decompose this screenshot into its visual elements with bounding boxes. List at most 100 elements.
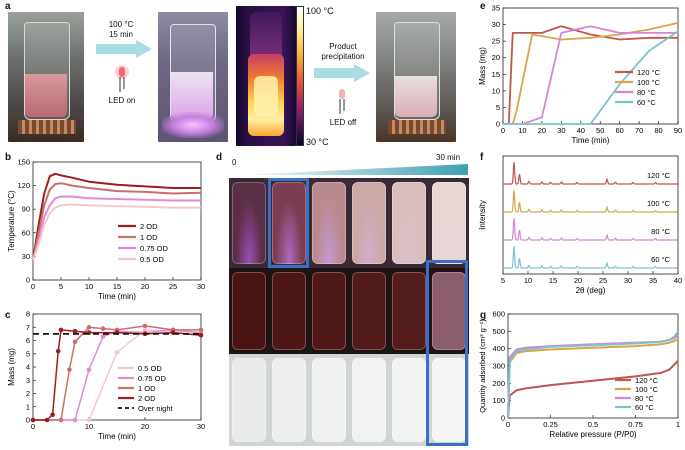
y-tick-label: 6 <box>26 336 30 345</box>
series-line-1-OD <box>33 325 201 421</box>
led-off-icon <box>339 89 345 114</box>
step1-line1: 100 °C <box>108 20 134 29</box>
x-tick-label: 70 <box>635 126 643 135</box>
y-tick-label: 500 <box>492 327 505 336</box>
vial-photo <box>392 272 426 350</box>
time-start-label: 0 <box>232 158 237 167</box>
x-tick-label: 5 <box>501 276 505 285</box>
panel-c-label: c <box>5 310 11 321</box>
x-tick-label: 10 <box>518 126 526 135</box>
x-tick-label: 25 <box>599 276 607 285</box>
legend-entry: 1 OD <box>138 384 156 393</box>
legend-entry: 80 °C <box>635 394 654 403</box>
panel-d-label: d <box>216 152 223 163</box>
x-tick-label: 0.25 <box>543 420 558 429</box>
y-axis-label: Intensity <box>478 200 487 230</box>
vial-photo <box>272 358 306 442</box>
data-point <box>86 417 92 423</box>
series-line-60-°C <box>503 30 679 125</box>
vial-row <box>229 268 469 354</box>
x-axis-label: Time (min) <box>98 292 136 301</box>
legend-entry: 60 °C <box>635 403 654 412</box>
series-line-80-°C <box>503 25 678 125</box>
legend-entry: 100 °C <box>635 385 659 394</box>
highlight-box-bottom <box>426 260 468 446</box>
vial-photo <box>272 272 306 350</box>
vial-photo <box>392 182 426 264</box>
y-tick-label: 100 <box>492 396 505 405</box>
x-tick-label: 20 <box>141 282 149 291</box>
y-tick-label: 0 <box>496 120 500 129</box>
vial-photo <box>232 182 266 264</box>
x-tick-label: 0.5 <box>588 420 598 429</box>
x-axis-label: Time (min) <box>98 432 136 441</box>
y-tick-label: 8 <box>26 310 30 319</box>
legend-entry: 2 OD <box>138 394 156 403</box>
x-tick-label: 30 <box>197 282 205 291</box>
vial-photo <box>352 272 386 350</box>
x-tick-label: 60 <box>615 126 623 135</box>
series-label: 80 °C <box>651 227 670 236</box>
series-line-0.5-OD <box>33 329 202 421</box>
panel-f-label: f <box>480 152 484 163</box>
y-tick-label: 0 <box>26 416 30 425</box>
series-line-2-OD <box>33 329 202 421</box>
x-tick-label: 20 <box>574 276 582 285</box>
x-tick-label: 0.75 <box>628 420 643 429</box>
chart-g-isotherm: 0 0.25 0.5 0.75 1 0 100 200 300 400 500 600 Relative… <box>478 310 680 440</box>
y-tick-label: 90 <box>22 205 30 214</box>
thermal-min-label: 30 °C <box>306 137 329 147</box>
highlight-box-top <box>268 178 309 268</box>
vial-photo <box>312 358 346 442</box>
legend-entry: 80 °C <box>637 88 656 97</box>
x-tick-label: 10 <box>85 422 93 431</box>
chart-c-mass: 0 10 20 30 0 1 2 3 4 5 6 7 8 Time (min) Mass (mg) 0.5 O… <box>7 310 205 442</box>
x-tick-label: 40 <box>577 126 585 135</box>
thermal-image <box>236 6 296 146</box>
time-end-label: 30 min <box>436 153 461 162</box>
data-point <box>72 328 78 334</box>
series-line-0.75-OD <box>32 195 201 261</box>
legend-entry: 0.75 OD <box>138 374 167 383</box>
legend-entry: 0.5 OD <box>138 364 162 373</box>
data-point <box>55 348 61 354</box>
data-point <box>100 326 106 331</box>
data-point <box>44 417 50 423</box>
series-line-120-°C <box>503 25 678 125</box>
pxrd-pattern <box>503 161 678 185</box>
chart-f-pxrd: 5 10 15 20 25 30 35 40 2θ (deg) Intensity 120 °C 10… <box>478 155 682 295</box>
y-tick-label: 15 <box>492 70 500 79</box>
vial-photo <box>272 182 306 264</box>
led-off-label: LED off <box>329 118 357 127</box>
legend-entry: 0.75 OD <box>140 244 169 253</box>
data-point <box>86 367 92 372</box>
y-tick-label: 200 <box>492 379 505 388</box>
panel-e-label: e <box>480 1 486 12</box>
vial-row <box>229 354 469 446</box>
pxrd-pattern <box>503 189 678 213</box>
x-tick-label: 15 <box>549 276 557 285</box>
legend-entry: 120 °C <box>637 68 661 77</box>
x-tick-label: 10 <box>524 276 532 285</box>
x-tick-label: 90 <box>674 126 682 135</box>
x-tick-label: 15 <box>113 282 121 291</box>
x-tick-label: 20 <box>141 422 149 431</box>
x-tick-label: 25 <box>169 282 177 291</box>
vial-photo <box>352 358 386 442</box>
led-on-label: LED on <box>108 96 136 105</box>
y-tick-label: 5 <box>26 349 30 358</box>
y-tick-label: 30 <box>492 20 500 29</box>
data-point <box>142 323 148 329</box>
x-tick-label: 10 <box>85 282 93 291</box>
x-axis-label: Relative pressure (P/P0) <box>549 430 636 439</box>
time-wedge <box>240 164 468 175</box>
y-axis-label: Quantity adsorbed (cm³ g⁻¹) <box>478 319 487 413</box>
series-line-0.5-OD <box>32 203 201 261</box>
pxrd-pattern <box>503 217 678 241</box>
step2-line1: Product <box>329 42 357 51</box>
y-axis-label: Temperature (°C) <box>7 190 16 252</box>
x-axis-label: Time (min) <box>572 136 610 145</box>
x-tick-label: 0 <box>31 422 35 431</box>
data-point <box>198 327 204 333</box>
y-axis-label: Mass (mg) <box>7 348 16 386</box>
